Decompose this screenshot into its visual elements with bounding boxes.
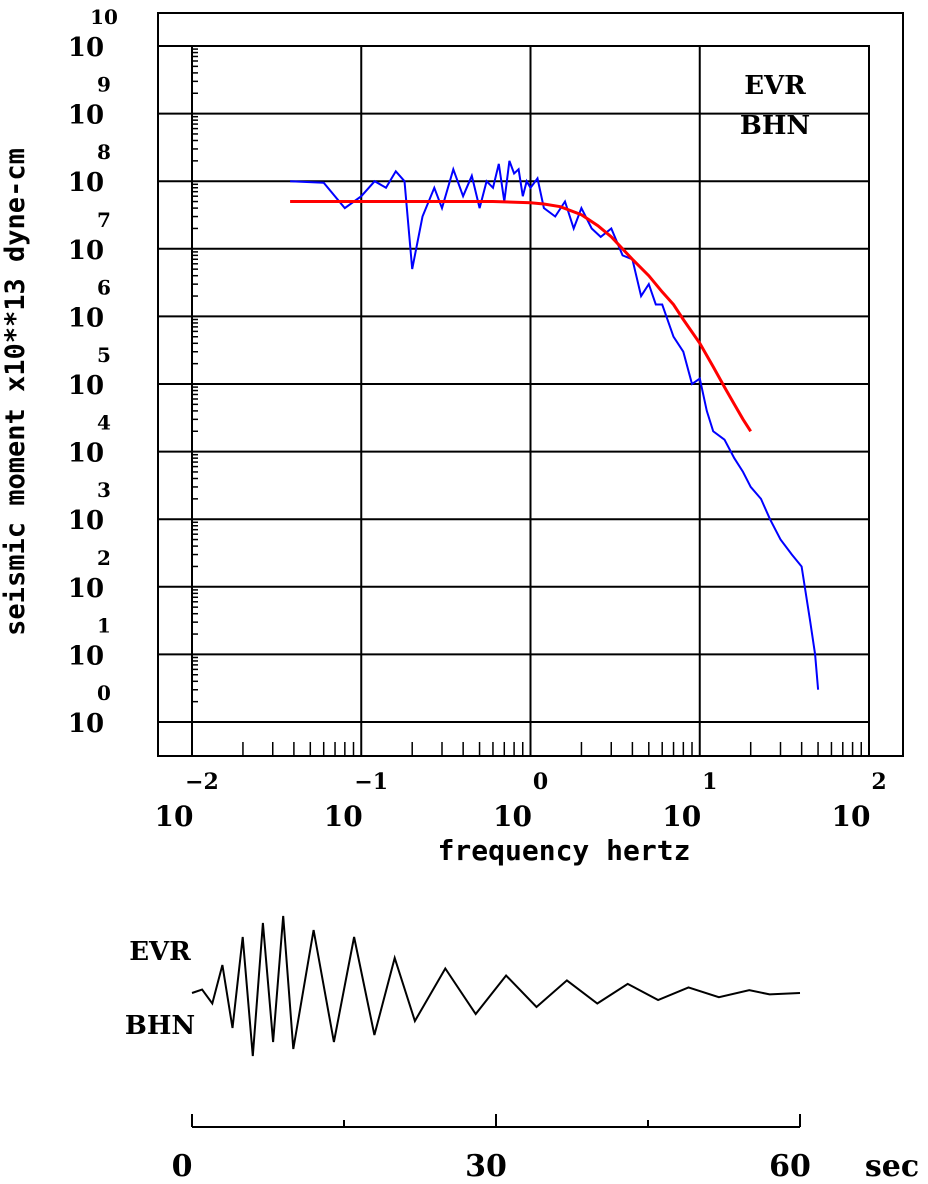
y-tick-label-base: 10 <box>68 371 104 401</box>
y-tick-label-base: 10 <box>68 168 104 198</box>
y-tick-label-base: 10 <box>68 303 104 333</box>
y-tick-label-exponent: 6 <box>97 275 111 299</box>
y-tick-labels: 10 0 10 1 10 2 10 3 10 4 10 5 10 6 10 7 10 8 10 9 10 10 <box>68 5 118 739</box>
y-tick-label-exponent: 1 <box>97 613 111 637</box>
time-axis-tick-label: 60 <box>769 1149 811 1184</box>
spectrum-series-model <box>290 200 752 433</box>
spectrum-legend-channel: BHN <box>740 111 810 141</box>
time-axis: 0 30 60 <box>172 1114 811 1184</box>
y-tick-label-exponent: 7 <box>97 208 111 232</box>
y-tick-label-exponent: 2 <box>97 546 111 570</box>
y-tick-label-base: 10 <box>68 439 104 469</box>
x-tick-label-exponent: 0 <box>533 769 548 795</box>
waveform-trace <box>191 915 801 1057</box>
y-tick-label-base: 10 <box>68 506 104 536</box>
time-axis-tick-label: 0 <box>172 1149 193 1184</box>
x-tick-label-base: 10 <box>832 800 871 833</box>
x-tick-label-base: 10 <box>155 800 194 833</box>
y-tick-label-base: 10 <box>68 574 104 604</box>
x-axis-title: frequency hertz <box>438 834 691 867</box>
waveform-label-station: EVR <box>129 937 191 967</box>
x-tick-label-exponent: −2 <box>185 769 219 795</box>
x-tick-label-base: 10 <box>324 800 363 833</box>
x-tick-label-exponent: 2 <box>871 769 886 795</box>
waveform-label-channel: BHN <box>125 1011 195 1041</box>
x-tick-label-base: 10 <box>662 800 701 833</box>
y-axis-title: seismic moment x10**13 dyne-cm <box>0 148 31 636</box>
y-tick-label-base: 10 <box>68 709 104 739</box>
y-tick-label-base: 10 <box>68 101 104 131</box>
spectrum-minor-ticks <box>158 45 870 756</box>
y-tick-label-base: 10 <box>68 33 104 63</box>
y-tick-label-exponent: 0 <box>97 681 111 705</box>
x-tick-label-base: 10 <box>493 800 532 833</box>
y-tick-label-base: 10 <box>68 641 104 671</box>
y-tick-label-exponent: 9 <box>97 73 111 97</box>
y-tick-label-exponent: 3 <box>97 478 111 502</box>
spectrum-legend-station: EVR <box>744 71 806 101</box>
y-tick-label-base: 10 <box>68 236 104 266</box>
time-axis-tick-label: 30 <box>465 1149 507 1184</box>
y-tick-label-exponent: 5 <box>97 343 111 367</box>
time-axis-unit: sec <box>865 1149 919 1184</box>
y-tick-label-exponent: 10 <box>90 5 118 29</box>
spectrum-series-observed <box>290 160 820 690</box>
y-tick-label-exponent: 4 <box>97 411 111 435</box>
y-tick-label-exponent: 8 <box>97 140 111 164</box>
x-tick-label-exponent: −1 <box>354 769 388 795</box>
spectrum-grid <box>192 46 869 722</box>
x-tick-label-exponent: 1 <box>702 769 717 795</box>
